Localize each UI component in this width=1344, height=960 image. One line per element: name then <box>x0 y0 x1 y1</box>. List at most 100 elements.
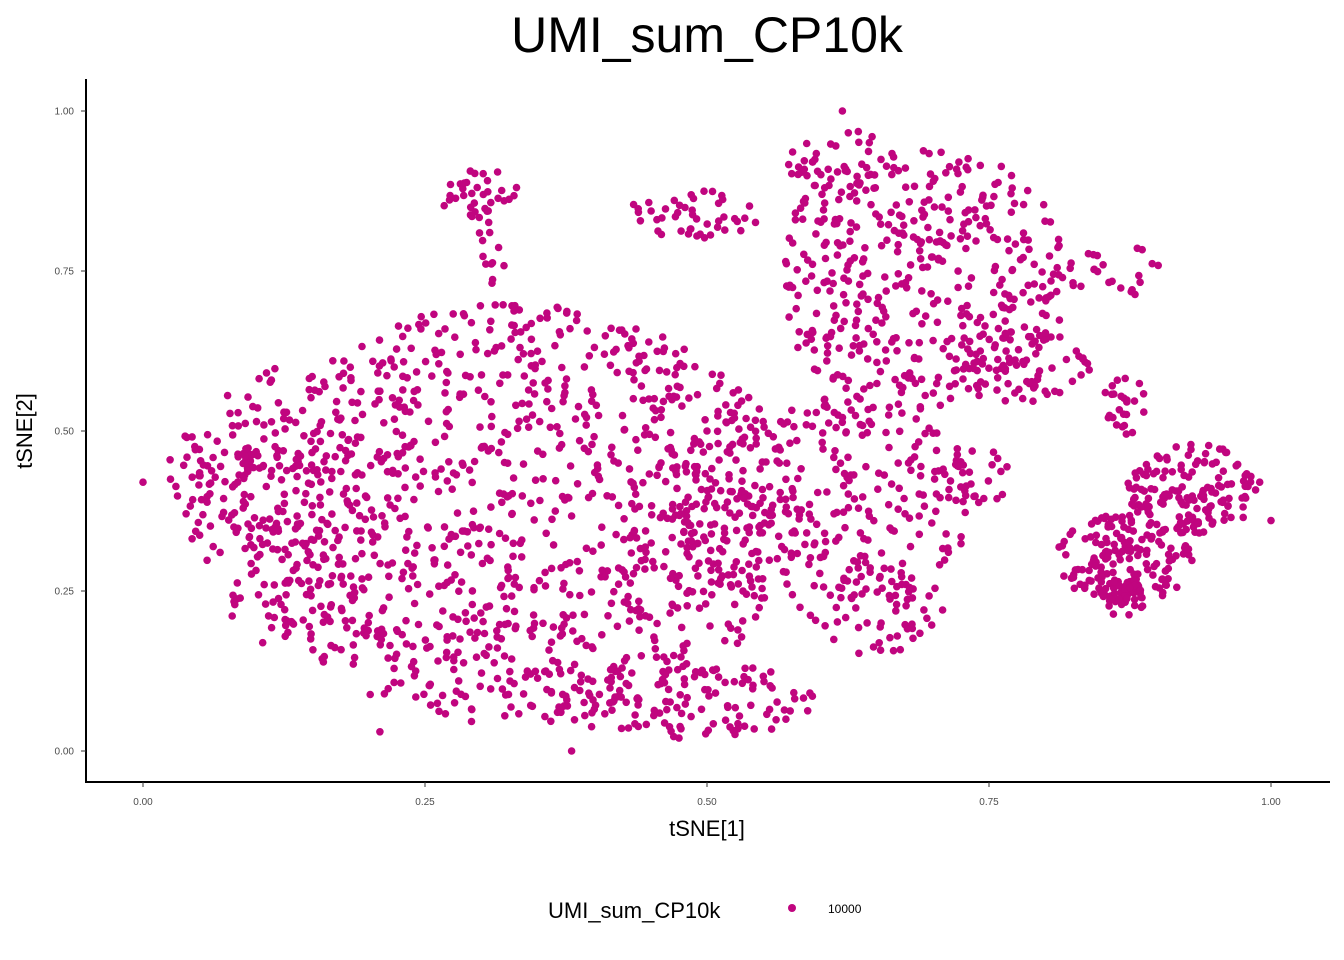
scatter-point <box>1168 486 1177 494</box>
scatter-point <box>358 575 366 583</box>
scatter-point <box>1220 516 1228 524</box>
scatter-point <box>1007 189 1015 198</box>
scatter-point <box>478 559 487 568</box>
scatter-point <box>337 572 346 581</box>
scatter-point <box>820 529 829 538</box>
scatter-point <box>937 148 945 157</box>
scatter-point <box>511 573 520 582</box>
scatter-point <box>305 374 314 383</box>
scatter-point <box>788 484 796 493</box>
scatter-point <box>876 623 884 631</box>
scatter-point <box>1085 576 1093 585</box>
scatter-point <box>320 457 328 466</box>
scatter-point <box>738 477 746 486</box>
scatter-point <box>632 325 640 333</box>
scatter-point <box>384 654 392 662</box>
scatter-point <box>183 433 191 442</box>
scatter-point <box>1015 385 1023 394</box>
scatter-point <box>650 564 658 572</box>
scatter-point <box>435 360 443 368</box>
scatter-point <box>585 352 594 360</box>
scatter-point <box>1006 336 1014 344</box>
scatter-point <box>673 363 681 372</box>
scatter-point <box>677 510 685 518</box>
scatter-point <box>349 660 358 668</box>
scatter-point <box>571 415 580 423</box>
scatter-point <box>570 660 579 669</box>
scatter-point <box>698 666 706 675</box>
scatter-point <box>584 675 592 683</box>
scatter-point <box>358 342 366 351</box>
scatter-point <box>614 580 623 588</box>
scatter-point <box>1110 578 1118 586</box>
scatter-point <box>262 524 270 532</box>
scatter-point <box>780 706 789 714</box>
scatter-point <box>557 564 565 572</box>
scatter-point <box>316 577 324 585</box>
scatter-point <box>280 490 289 499</box>
y-ticks: 0.000.250.500.751.00 <box>55 107 86 758</box>
scatter-point <box>674 582 683 591</box>
scatter-point <box>351 416 359 425</box>
scatter-point <box>888 526 896 534</box>
scatter-point <box>514 355 522 364</box>
scatter-point <box>959 321 967 330</box>
scatter-point <box>829 373 838 382</box>
scatter-point <box>412 693 420 701</box>
scatter-point <box>383 371 391 380</box>
scatter-point <box>863 355 872 363</box>
scatter-point <box>293 520 302 528</box>
scatter-point <box>792 304 800 313</box>
scatter-point <box>411 667 420 675</box>
scatter-point <box>1184 545 1193 553</box>
scatter-point <box>1165 557 1174 565</box>
scatter-point <box>723 537 731 545</box>
scatter-point <box>1067 259 1075 267</box>
scatter-point <box>308 502 317 510</box>
scatter-point <box>300 498 309 507</box>
scatter-point <box>817 170 825 179</box>
scatter-point <box>1168 468 1177 476</box>
scatter-point <box>441 325 449 333</box>
scatter-point <box>380 419 388 427</box>
scatter-point <box>347 450 356 458</box>
scatter-point <box>672 467 680 476</box>
scatter-point <box>759 494 767 502</box>
scatter-point <box>946 215 954 224</box>
scatter-point <box>414 620 423 629</box>
scatter-point <box>850 189 859 197</box>
scatter-point <box>437 465 445 473</box>
scatter-point <box>997 162 1006 171</box>
scatter-point <box>529 379 537 387</box>
scatter-point <box>758 584 766 593</box>
scatter-point <box>528 702 537 711</box>
scatter-point <box>1010 199 1019 208</box>
scatter-point <box>615 326 624 335</box>
scatter-point <box>1117 600 1126 609</box>
scatter-point <box>695 438 703 446</box>
scatter-point <box>451 333 459 342</box>
scatter-point <box>479 617 487 626</box>
scatter-point <box>575 567 584 575</box>
scatter-point <box>822 238 830 247</box>
scatter-point <box>1019 200 1028 209</box>
scatter-point <box>925 196 933 204</box>
scatter-point <box>1008 265 1017 274</box>
scatter-point <box>270 581 279 589</box>
scatter-point <box>673 484 681 493</box>
scatter-point <box>917 462 925 471</box>
scatter-point <box>231 480 239 489</box>
scatter-point <box>906 261 915 269</box>
scatter-point <box>1078 565 1087 574</box>
scatter-point <box>808 260 817 269</box>
legend-label: 10000 <box>828 902 862 916</box>
scatter-point <box>1120 523 1128 531</box>
scatter-point <box>1070 584 1079 593</box>
scatter-point <box>813 366 822 375</box>
scatter-point <box>900 231 908 239</box>
scatter-point <box>426 701 435 709</box>
scatter-point <box>275 462 284 470</box>
scatter-point <box>892 282 900 290</box>
scatter-point <box>840 317 848 326</box>
scatter-point <box>700 504 708 513</box>
